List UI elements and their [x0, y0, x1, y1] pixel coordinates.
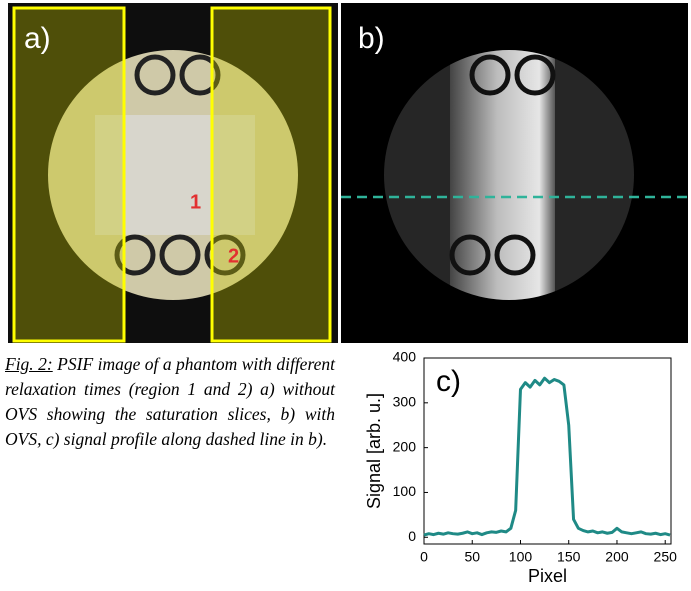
panel-label: b) [358, 22, 385, 55]
chart: 0 100 200 300 400 0 50 100 150 200 250 Pixel Signal … [364, 349, 677, 586]
saturation-slice [12, 6, 126, 343]
panel-label: c) [436, 365, 461, 398]
x-tick-label: 50 [464, 549, 480, 565]
region-label: 2 [228, 245, 239, 267]
caption-label: Fig. 2: [5, 354, 53, 374]
caption-text: PSIF image of a phantom with different r… [5, 354, 335, 449]
phantom-inner [95, 115, 255, 235]
caption: Fig. 2: PSIF image of a phantom with dif… [5, 352, 335, 452]
y-tick-label: 0 [408, 528, 416, 544]
phantom-rings [114, 54, 246, 276]
x-tick-label: 100 [509, 549, 533, 565]
plot-frame [423, 357, 672, 545]
y-axis-label: Signal [arb. u.] [364, 393, 384, 509]
data-line [423, 376, 671, 537]
x-tick-label: 0 [420, 549, 428, 565]
panel-label: a) [24, 22, 51, 55]
x-tick-label: 200 [605, 549, 629, 565]
y-tick-label: 300 [393, 394, 417, 410]
phantom-rings [449, 54, 556, 276]
x-tick-label: 150 [557, 549, 581, 565]
y-tick-label: 100 [393, 483, 417, 499]
bright-band [450, 50, 555, 300]
region-label: 1 [190, 191, 201, 213]
x-axis-label: Pixel [528, 566, 567, 586]
saturation-slice [210, 6, 332, 343]
y-tick-label: 200 [393, 438, 417, 454]
y-tick-label: 400 [393, 349, 417, 365]
x-tick-label: 250 [654, 549, 678, 565]
